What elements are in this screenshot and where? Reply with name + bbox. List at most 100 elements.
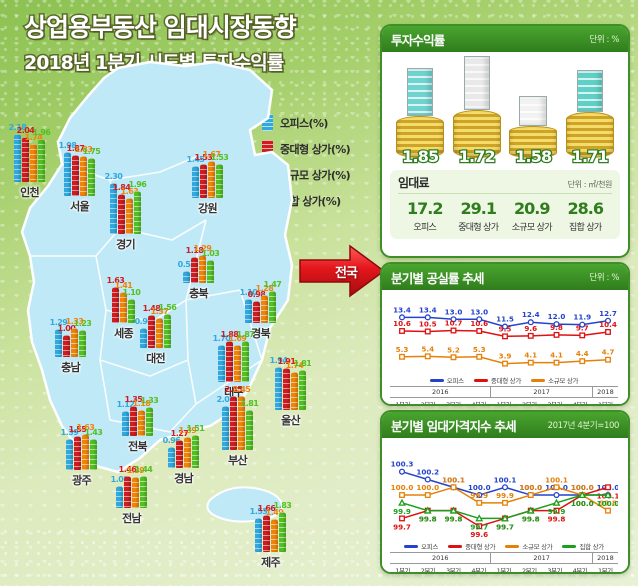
bar-value: 1.48	[142, 304, 161, 314]
legend-label: 집합 상가(%)	[280, 194, 341, 208]
bar-value: 1.35	[124, 395, 143, 405]
data-label: 10.7	[445, 319, 463, 328]
coin-stack-icon	[509, 126, 558, 158]
data-point	[476, 353, 483, 360]
data-point	[553, 484, 560, 491]
bar-value: 0.96	[162, 435, 181, 445]
data-label: 4.1	[524, 351, 537, 360]
region-label: 울산	[281, 414, 300, 427]
chart-legend: 오피스 중대형 상가 소규모 상가 집합 상가	[390, 541, 618, 551]
data-point	[605, 507, 611, 514]
data-label: 10.6	[470, 319, 488, 328]
roi-coin-stacks: 1.85 1.72 1.58 1.71	[390, 56, 620, 168]
data-label: 11.5	[496, 315, 514, 324]
data-label: 99.7	[496, 522, 514, 531]
bar-value: 2.45	[232, 385, 251, 395]
data-point	[501, 484, 509, 491]
data-label: 99.8	[599, 499, 617, 508]
rent-values: 17.2 29.1 20.9 28.6	[398, 194, 612, 220]
rent-value: 20.9	[514, 199, 550, 218]
legend-swatch	[505, 544, 520, 548]
bar-small: 1.29	[194, 244, 212, 283]
bar-value: 1.88	[220, 329, 239, 339]
axis-quarter-label: 1분기	[496, 401, 512, 406]
chart-legend-item: 중대형 상가	[448, 541, 496, 551]
axis-quarter-label: 1분기	[395, 567, 410, 574]
bar-value: 1.39	[126, 466, 145, 476]
bar-value: 1.87	[236, 329, 255, 339]
region-group-경기: 2.30 1.84 1.63 1.96 경기	[105, 172, 147, 252]
vacancy-panel-header: 분기별 공실률 추세 단위 : %	[382, 264, 628, 290]
bar-small: 2.45	[233, 385, 251, 450]
bar-office: 1.39	[61, 428, 79, 470]
bar-value: 1.98	[58, 141, 77, 151]
roi-panel-title: 투자수익률	[391, 32, 445, 48]
bar-value: 1.01	[110, 474, 129, 484]
data-label: 99.6	[470, 530, 488, 539]
axis-quarter-label: 4분기	[471, 567, 486, 574]
region-label: 세종	[114, 327, 133, 340]
chart-legend-item: 소규모 상가	[531, 375, 578, 385]
bar-collective: 1.81	[241, 399, 259, 450]
region-bars: 1.12 1.35 1.18 1.33	[117, 376, 159, 436]
axis-quarter-label: 2분기	[420, 567, 436, 574]
bar-value: 1.96	[32, 127, 51, 137]
axis-quarter-label: 4분기	[572, 567, 588, 574]
data-point	[424, 353, 431, 360]
data-label: 11.9	[573, 313, 591, 322]
roi-stack-3: 1.71	[564, 70, 616, 167]
coin-stack-icon	[396, 116, 445, 158]
region-group-강원: 1.45 1.53 1.67 1.53 강원	[187, 138, 229, 216]
bar-value: 1.51	[186, 423, 205, 433]
roi-value: 1.58	[514, 146, 554, 168]
rent-title: 임대료	[398, 176, 430, 190]
region-group-대구: 1.70 1.88 1.69 1.87 대구	[213, 322, 255, 400]
building-icon	[576, 70, 603, 112]
region-label: 경기	[116, 238, 135, 251]
rent-labels: 오피스 중대형 상가 소규모 상가 집합 상가	[398, 220, 612, 233]
roi-panel-body: 1.85 1.72 1.58 1.71 임대료 단위 : ㎡/천원 17.2 29.1 2…	[382, 52, 628, 246]
axis-quarter-label: 1분기	[597, 567, 613, 574]
data-point	[526, 506, 535, 514]
data-label: 100.0	[519, 483, 542, 492]
data-point	[579, 321, 586, 328]
vacancy-panel-unit: 단위 : %	[589, 273, 619, 283]
bar-value: 1.29	[49, 317, 68, 327]
bar-value: 1.83	[273, 500, 292, 510]
data-label: 99.9	[548, 507, 566, 516]
index-panel-header: 분기별 임대가격지수 추세 2017년 4분기=100	[382, 412, 628, 438]
data-label: 13.0	[445, 307, 463, 316]
data-point	[605, 356, 611, 363]
data-label: 99.9	[496, 491, 514, 500]
bar-small: 1.63	[121, 187, 139, 234]
legend-series-name: 오피스	[446, 377, 464, 385]
bar-value: 1.87	[66, 143, 85, 153]
legend-series-name: 중대형 상가	[490, 377, 522, 385]
data-point	[399, 353, 405, 360]
data-point	[501, 323, 509, 330]
data-point	[450, 484, 457, 491]
data-label: 4.7	[602, 348, 615, 357]
data-point	[398, 314, 406, 321]
bar-collective: 1.47	[264, 280, 282, 323]
axis-year-label: 2018	[597, 554, 614, 562]
bar-midlarge: 1.00	[58, 324, 76, 357]
bar-collective: 1.96	[33, 128, 51, 182]
bar-collective: 1.10	[123, 288, 141, 323]
region-label: 서울	[70, 200, 89, 213]
region-group-서울: 1.98 1.87 1.83 1.75 서울	[59, 136, 101, 214]
bar-small: 1.74	[286, 361, 304, 410]
data-label: 9.8	[550, 323, 563, 332]
region-group-부산: 2.01 2.45 2.45 1.81 부산	[217, 385, 259, 468]
bar-midlarge: 1.46	[119, 465, 137, 508]
bar-collective: 1.43	[85, 428, 103, 470]
data-point	[605, 484, 611, 491]
region-group-충북: 0.53 1.18 1.29 1.03 충북	[178, 223, 220, 301]
axis-quarter-label: 3분기	[547, 401, 562, 406]
bar-small: 1.33	[66, 317, 84, 357]
bar-collective: 1.33	[141, 396, 159, 436]
bar-small: 1.28	[256, 284, 274, 323]
region-bars: 1.39 1.55 1.63 1.43	[61, 410, 103, 470]
legend-item-office: 오피스(%)	[262, 114, 350, 131]
chart-legend-item: 집합 상가	[562, 541, 604, 551]
